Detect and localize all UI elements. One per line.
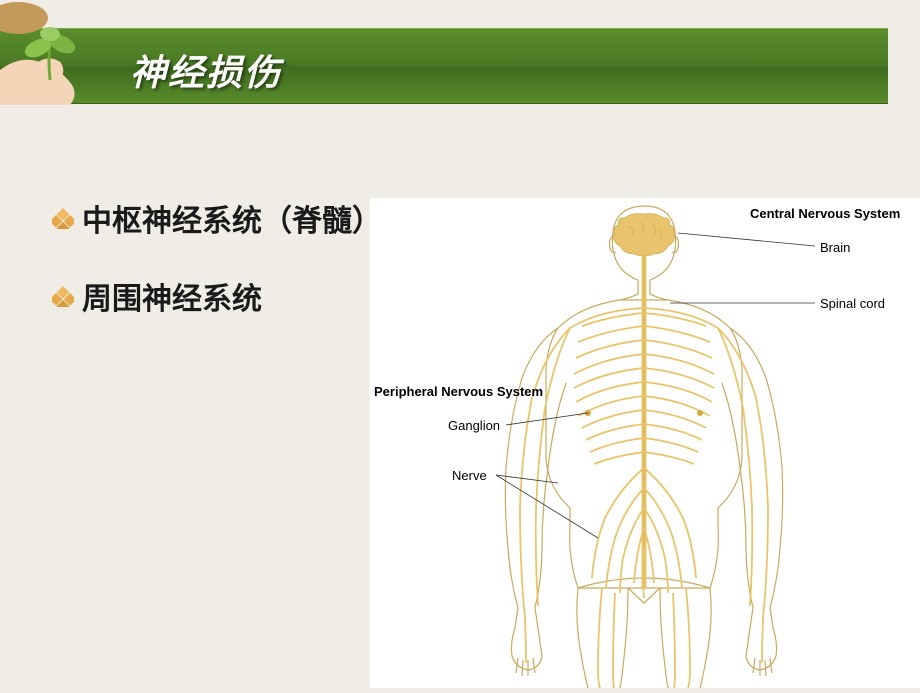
label-ganglion: Ganglion (448, 418, 500, 433)
bullet-item-2: 周围神经系统 (52, 274, 262, 318)
plant-decoration (0, 0, 110, 120)
label-nerve: Nerve (452, 468, 487, 483)
page-title: 神经损伤 (130, 44, 282, 96)
diamond-plus-icon (52, 207, 74, 229)
bullet-text: 中枢神经系统（脊髓） (82, 196, 382, 240)
label-brain: Brain (820, 240, 850, 255)
label-cns: Central Nervous System (750, 206, 900, 221)
bullet-item-1: 中枢神经系统（脊髓） (52, 196, 382, 240)
label-pns: Peripheral Nervous System (374, 384, 543, 399)
bullet-text: 周围神经系统 (82, 274, 262, 318)
label-spinal-cord: Spinal cord (820, 296, 885, 311)
diamond-plus-icon (52, 285, 74, 307)
anatomy-diagram: Central Nervous System Brain Spinal cord… (370, 198, 920, 688)
